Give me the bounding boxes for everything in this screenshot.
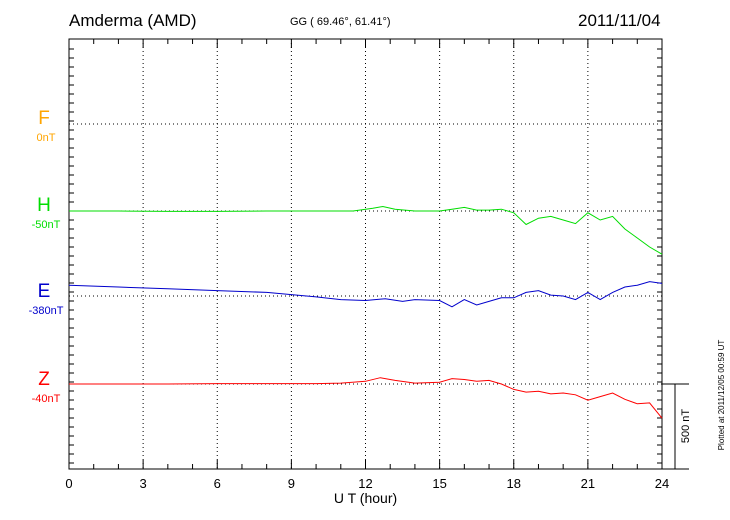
series-offset-e: -380nT <box>29 305 64 317</box>
x-tick-label: 9 <box>288 476 295 491</box>
series-line-e <box>68 281 663 308</box>
series-offset-h: -50nT <box>32 219 61 231</box>
station-coordinates: GG ( 69.46°, 61.41°) <box>290 16 391 28</box>
series-label-f: F <box>38 108 50 129</box>
series-line-h <box>69 205 663 255</box>
series-offset-f: 0nT <box>37 132 56 144</box>
station-title: Amderma (AMD) <box>69 11 197 30</box>
plotted-timestamp: Plotted at 2011/12/05 00:59 UT <box>717 340 726 451</box>
x-tick-label: 18 <box>507 476 521 491</box>
x-tick-label: 15 <box>432 476 446 491</box>
x-tick-label: 21 <box>581 476 595 491</box>
series-label-h: H <box>37 195 51 216</box>
scale-bar-label: 500 nT <box>680 409 692 444</box>
series-offset-z: -40nT <box>32 393 61 405</box>
plot-date: 2011/11/04 <box>578 11 661 30</box>
x-tick-label: 0 <box>65 476 72 491</box>
x-axis-label: U T (hour) <box>334 490 397 506</box>
series-line-z <box>69 377 663 419</box>
x-tick-label: 24 <box>655 476 669 491</box>
x-tick-label: 3 <box>140 476 147 491</box>
x-tick-label: 6 <box>214 476 221 491</box>
series-label-z: Z <box>38 369 50 390</box>
series-label-e: E <box>38 281 51 302</box>
x-tick-label: 12 <box>358 476 372 491</box>
